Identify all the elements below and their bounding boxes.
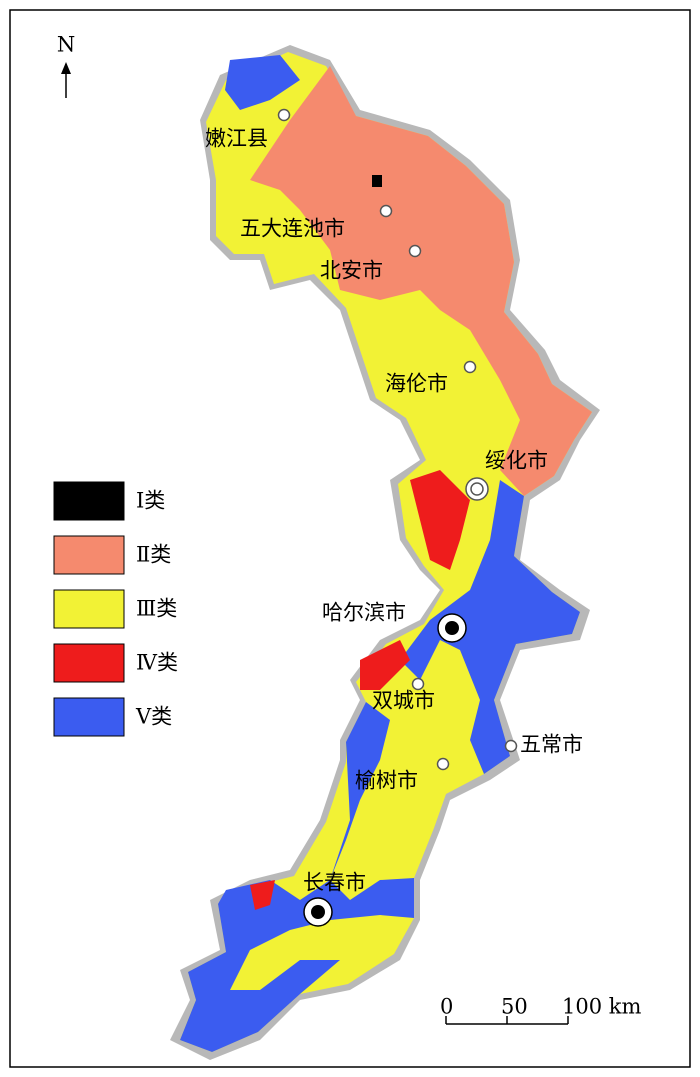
city-marker bbox=[277, 108, 291, 122]
city-marker bbox=[411, 677, 425, 691]
legend: Ⅰ类 Ⅱ类 Ⅲ类 Ⅳ类 Ⅴ类 bbox=[53, 481, 178, 737]
city-marker bbox=[470, 482, 484, 496]
city-marker bbox=[436, 757, 450, 771]
scale-label: 0 bbox=[440, 995, 453, 1019]
city-marker bbox=[504, 739, 518, 753]
city-label: 五常市 bbox=[520, 733, 583, 757]
city-label: 哈尔滨市 bbox=[322, 601, 406, 625]
scale-label: 50 bbox=[501, 995, 528, 1019]
city-marker bbox=[311, 905, 325, 919]
cities bbox=[277, 108, 518, 927]
north-label: N bbox=[57, 33, 75, 57]
legend-swatch bbox=[53, 481, 125, 521]
city-label: 五大连池市 bbox=[240, 217, 345, 241]
frame bbox=[9, 9, 691, 1068]
north-arrow-head bbox=[61, 62, 71, 74]
legend-label: Ⅴ类 bbox=[135, 705, 172, 729]
legend-label: Ⅱ类 bbox=[136, 543, 171, 567]
city-marker bbox=[463, 360, 477, 374]
city-label: 北安市 bbox=[320, 259, 383, 283]
legend-swatch bbox=[53, 643, 125, 683]
legend-label: Ⅰ类 bbox=[136, 489, 165, 513]
city-label: 嫩江县 bbox=[205, 127, 268, 151]
city-label: 长春市 bbox=[303, 871, 366, 895]
city-labels: 嫩江县 五大连池市 北安市 海伦市 绥化市 哈尔滨市 双城市 五常市 榆树市 长… bbox=[205, 127, 583, 895]
city-label: 榆树市 bbox=[355, 769, 418, 793]
class-5-area bbox=[225, 55, 300, 110]
city-marker bbox=[408, 244, 422, 258]
legend-swatch bbox=[53, 589, 125, 629]
city-label: 绥化市 bbox=[485, 449, 548, 473]
class-2-area bbox=[250, 66, 592, 496]
legend-swatch bbox=[53, 697, 125, 737]
class-5-area bbox=[180, 702, 414, 1052]
scale-bar: 0 50 100 km bbox=[440, 995, 641, 1025]
scale-label: 100 km bbox=[562, 995, 641, 1019]
city-label: 双城市 bbox=[372, 689, 435, 713]
region bbox=[170, 45, 600, 1060]
city-label: 海伦市 bbox=[385, 372, 448, 396]
class-5-area bbox=[400, 480, 580, 774]
class-4-area bbox=[250, 470, 470, 910]
city-marker bbox=[379, 204, 393, 218]
legend-swatch bbox=[53, 535, 125, 575]
city-marker bbox=[445, 621, 459, 635]
legend-label: Ⅲ类 bbox=[136, 597, 177, 621]
legend-label: Ⅳ类 bbox=[136, 651, 178, 675]
class-1-area bbox=[372, 175, 382, 187]
